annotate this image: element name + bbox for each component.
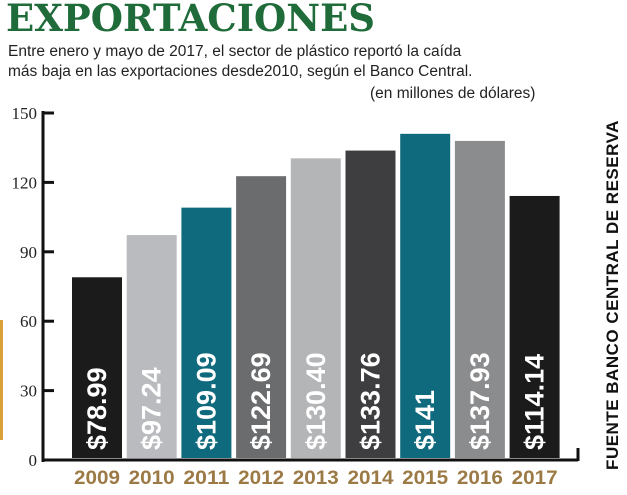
subtitle-line-1: Entre enero y mayo de 2017, el sector de… [8, 43, 462, 60]
y-tick-label: 120 [12, 173, 38, 192]
y-tick-label: 0 [29, 451, 38, 470]
chart-title: EXPORTACIONES [6, 0, 376, 40]
x-tick-label: 2009 [74, 468, 120, 489]
data-label: $122.69 [246, 352, 276, 450]
subtitle-line-2: más baja en las exportaciones desde2010,… [8, 63, 473, 80]
data-label: $130.40 [301, 352, 331, 450]
x-tick-label: 2015 [402, 468, 448, 489]
data-label: $109.09 [191, 352, 221, 450]
x-tick-label: 2010 [129, 468, 175, 489]
y-tick-label: 150 [12, 104, 38, 123]
data-label: $78.99 [82, 367, 112, 450]
x-tick-label: 2013 [293, 468, 339, 489]
bar-2009 [72, 277, 122, 458]
data-label: $114.14 [520, 354, 550, 450]
data-label: $141 [410, 390, 440, 450]
edge-decoration [0, 320, 3, 440]
y-tick-label: 60 [20, 312, 37, 331]
y-tick-label: 30 [20, 382, 37, 401]
bar-2013 [290, 158, 341, 458]
x-tick-label: 2011 [183, 468, 229, 489]
bar-2011 [181, 207, 232, 458]
bar-2014 [345, 150, 396, 458]
y-tick-label: 90 [20, 243, 37, 262]
bar-2010 [126, 235, 177, 458]
data-label: $137.93 [465, 352, 495, 450]
x-tick-label: 2016 [457, 468, 503, 489]
bar-2016 [454, 140, 505, 458]
data-label: $97.24 [137, 367, 167, 450]
x-tick-label: 2017 [512, 468, 558, 489]
bar-2015 [400, 133, 451, 458]
bar-2017 [509, 195, 560, 459]
x-tick-label: 2014 [348, 468, 394, 489]
data-label: $133.76 [356, 352, 386, 450]
bar-2012 [236, 176, 287, 459]
x-tick-label: 2012 [238, 468, 284, 489]
units-label: (en millones de dólares) [370, 85, 536, 102]
